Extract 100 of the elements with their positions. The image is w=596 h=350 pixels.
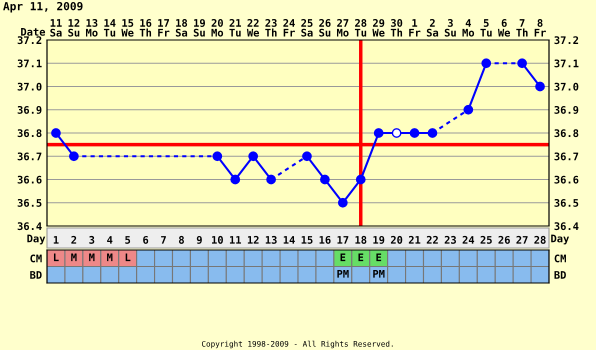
y2-tick-label: 37.0 [554, 82, 578, 91]
point [410, 128, 420, 138]
x-tick-label: 25 Sa [301, 19, 313, 37]
point [535, 82, 545, 92]
x-tick-label: 11 [230, 236, 242, 244]
x-tick-label: 12 [248, 236, 259, 244]
point [517, 58, 527, 68]
x-tick-label: 2 Sa [426, 19, 438, 37]
point [428, 128, 438, 138]
x-tick-label: 19 [373, 236, 384, 244]
x-tick-label: 14 Tu [104, 19, 116, 37]
x-tick-label: 15 [302, 236, 313, 244]
x-tick-label: 23 Th [265, 19, 277, 36]
y-tick-label: 36.8 [18, 129, 42, 138]
point [392, 128, 402, 138]
x-tick-label: 17 Fr [158, 19, 170, 36]
x-tick-label: 16 [320, 236, 331, 244]
y2-tick-label: 36.7 [554, 152, 578, 160]
point [51, 128, 61, 138]
text: L [126, 254, 130, 262]
point [374, 128, 384, 138]
chart-title: Apr 11, 2009 [3, 2, 83, 13]
x-tick-label: 27 [516, 236, 528, 244]
x-tick-label: 1 Fr [409, 19, 420, 36]
x-tick-label: 28 [534, 236, 546, 244]
y2-tick-label: 36.6 [554, 176, 578, 184]
x-tick-label: 26 Su [319, 19, 331, 37]
x-tick-label: 13 Mo [86, 19, 98, 37]
y2-tick-label: BD [554, 271, 566, 279]
x-tick-label: 1 [54, 236, 59, 244]
y2-tick-label: 36.5 [554, 198, 578, 207]
y-tick-label: BD [30, 271, 42, 279]
x-tick-label: 15 We [121, 19, 134, 37]
text: E [340, 254, 346, 262]
point [481, 58, 492, 68]
y-tick-label: 37.0 [18, 82, 42, 91]
x-tick-label: 24 [462, 236, 474, 244]
y-tick-label: 37.2 [18, 36, 42, 44]
y-tick-label: 36.4 [18, 222, 42, 230]
x-tick-label: 3 [89, 236, 94, 244]
x-tick-label: 22 We [246, 19, 260, 37]
x-tick-label: 11 Sa [50, 19, 62, 37]
text: E [376, 254, 382, 262]
point [356, 174, 366, 184]
x-tick-label: 26 [498, 236, 510, 244]
text: E [358, 254, 364, 262]
x-tick-label: 16 Th [140, 19, 152, 36]
text: PM [337, 270, 349, 278]
point [338, 198, 348, 208]
point [248, 151, 258, 162]
y-tick-label: 36.9 [18, 106, 42, 114]
x-tick-label: 18 Sa [176, 19, 188, 37]
y2-tick-label: CM [554, 254, 566, 262]
x-axis-title: Day [27, 234, 46, 244]
x-tick-label: 20 Mo [211, 19, 224, 37]
y2-tick-label: 37.1 [554, 59, 578, 68]
point [230, 174, 240, 184]
x-tick-label: 24 Fr [283, 19, 295, 36]
text: L [54, 254, 59, 262]
x-tick-label: 7 [161, 236, 166, 244]
x-tick-label: 19 Su [194, 19, 205, 37]
y-tick-label: CM [30, 254, 42, 262]
x-tick-label: 30 Th [390, 19, 402, 36]
point [302, 151, 312, 162]
text: Day [551, 234, 570, 244]
x-tick-label: 2 [71, 236, 76, 244]
y-tick-label: 36.5 [18, 198, 42, 207]
x-tick-label: 7 Th [516, 19, 528, 36]
x-tick-label: 29 We [372, 19, 385, 37]
point [463, 104, 474, 115]
x-tick-label: 17 [338, 236, 348, 244]
x-tick-label: 21 Tu [229, 19, 242, 37]
x-tick-label: 23 [444, 236, 456, 244]
y2-tick-label: 36.4 [554, 222, 578, 230]
x-tick-label: 18 [355, 236, 366, 244]
x-tick-label: 9 [196, 236, 202, 244]
x-tick-label: 5 [125, 236, 130, 244]
x-tick-label: 4 [107, 236, 112, 244]
x-tick-label: 6 [143, 236, 148, 244]
y-tick-label: 36.7 [18, 152, 42, 160]
x-tick-label: 14 [284, 236, 295, 244]
x-tick-label: 12 Su [68, 19, 80, 37]
text: M [71, 254, 77, 262]
point [266, 174, 276, 184]
text: M [89, 254, 95, 262]
x-tick-label: 25 [480, 236, 492, 244]
x-tick-label: 20 [390, 236, 402, 244]
x-tick-label: 8 Fr [534, 19, 546, 36]
y2-tick-label: 36.9 [554, 106, 578, 114]
x-tick-label: 4 Mo [462, 19, 474, 37]
y2-tick-label: 36.8 [554, 129, 578, 138]
x-tick-label: 21 [408, 236, 420, 244]
y2-tick-label: 37.2 [554, 36, 578, 44]
x-tick-label: 3 Su [444, 19, 456, 37]
x-tick-label: 8 [178, 236, 184, 244]
x-axis-title: Date [21, 28, 46, 36]
text: M [107, 254, 112, 262]
y-tick-label: 37.1 [18, 59, 42, 68]
x-tick-label: 10 [212, 236, 223, 244]
point [69, 151, 79, 162]
